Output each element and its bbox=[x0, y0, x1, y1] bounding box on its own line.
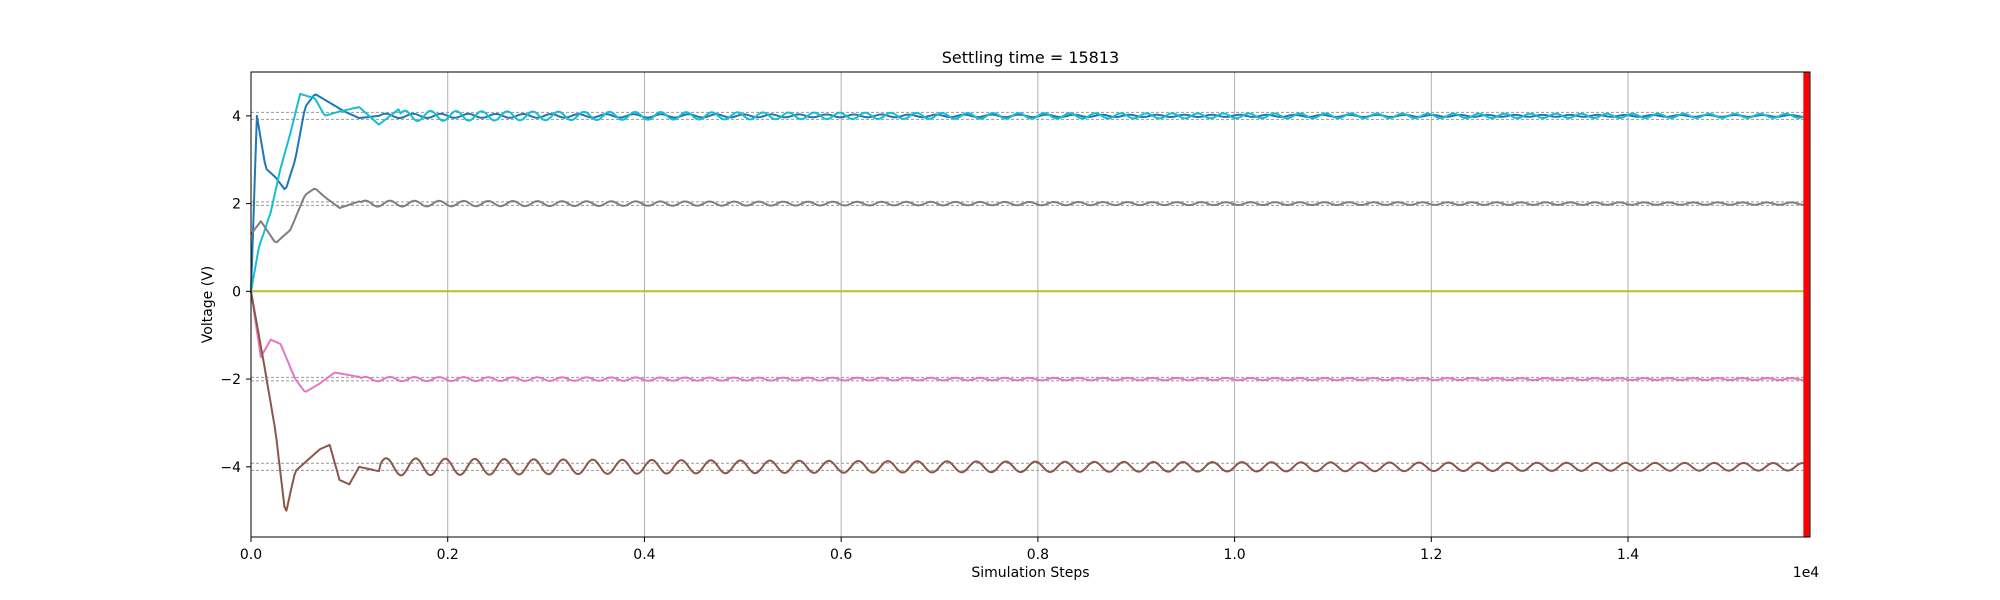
series-lines bbox=[250, 92, 1806, 512]
grid-lines bbox=[250, 72, 1629, 537]
series-line-2 bbox=[250, 187, 1806, 244]
series-line-4 bbox=[250, 291, 1806, 393]
y-axis-label: Voltage (V) bbox=[200, 266, 216, 343]
y-tick-label-4: 4 bbox=[232, 109, 241, 125]
y-tick-label-3: 2 bbox=[232, 197, 241, 213]
x-axis-scale-label: 1e4 bbox=[1793, 565, 1820, 581]
x-tick-label-2: 0.4 bbox=[633, 547, 655, 563]
y-tick-label-1: −2 bbox=[220, 372, 241, 388]
y-axis-ticks: −4 −2 0 2 4 bbox=[220, 109, 251, 476]
chart-title: Settling time = 15813 bbox=[942, 48, 1119, 67]
series-line-0 bbox=[250, 93, 1806, 292]
x-tick-label-6: 1.2 bbox=[1420, 547, 1442, 563]
y-tick-label-2: 0 bbox=[232, 284, 241, 300]
x-tick-label-4: 0.8 bbox=[1027, 547, 1049, 563]
x-tick-label-1: 0.2 bbox=[437, 547, 459, 563]
y-tick-label-0: −4 bbox=[220, 460, 241, 476]
x-tick-label-3: 0.6 bbox=[830, 547, 852, 563]
x-axis-ticks: 0.0 0.2 0.4 0.6 0.8 1.0 1.2 1.4 bbox=[240, 537, 1639, 563]
x-axis-label: Simulation Steps bbox=[971, 565, 1089, 581]
x-tick-label-7: 1.4 bbox=[1617, 547, 1639, 563]
plot-frame bbox=[250, 71, 1811, 538]
x-tick-label-0: 0.0 bbox=[240, 547, 262, 563]
series-line-1 bbox=[250, 92, 1806, 292]
series-line-5 bbox=[250, 291, 1806, 512]
x-tick-label-5: 1.0 bbox=[1223, 547, 1245, 563]
